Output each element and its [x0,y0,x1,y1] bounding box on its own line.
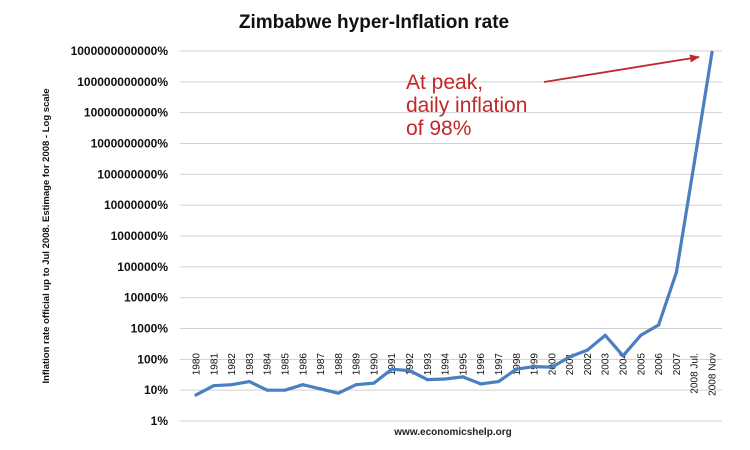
x-tick-label: 2008 Jul. [690,353,701,394]
data-point [318,387,323,391]
data-point [621,354,625,358]
y-axis: 1% 10% 100% 1000% 10000% 100000% 1000000% 10000… [71,44,169,428]
data-point [710,50,714,55]
x-tick-label: 1980 [192,353,203,376]
x-tick-label: 1988 [334,353,345,376]
y-tick-label: 1% [151,414,169,428]
x-tick-label: 2007 [672,353,683,376]
x-tick-label: 1995 [458,353,469,376]
annotation-line-2: daily inflation [406,94,527,117]
x-tick-label: 1991 [387,353,398,376]
annotation-line-1: At peak, [406,71,483,94]
data-point [674,270,679,274]
data-point [229,383,234,387]
gridlines [180,50,722,422]
x-tick-label: 1982 [227,353,238,376]
y-tick-label: 1000000000% [91,137,169,151]
data-point [283,388,287,392]
x-tick-label: 2004 [619,353,630,376]
y-tick-label: 100000% [117,260,168,274]
x-tick-label: 2003 [601,353,612,376]
data-point [639,333,643,337]
data-point [479,382,483,386]
x-tick-label: 1983 [245,353,256,376]
x-tick-label: 1990 [369,353,380,376]
data-point [301,383,305,387]
y-tick-label: 100000000% [97,167,168,181]
data-point [372,381,376,385]
data-point [354,383,358,387]
data-point [657,323,661,327]
x-tick-label: 1998 [512,353,523,376]
y-tick-label: 100000000000% [77,75,168,89]
source-credit: www.economicshelp.org [393,427,511,438]
x-tick-label: 2002 [583,353,594,376]
data-point [265,388,269,392]
x-tick-label: 1999 [530,353,541,376]
data-point [568,355,572,359]
data-point [550,365,554,369]
data-point [407,369,412,373]
chart-title: Zimbabwe hyper-Inflation rate [239,12,509,33]
x-tick-label: 1981 [209,353,220,376]
peak-annotation: At peak, daily inflation of 98% [406,54,700,140]
data-point [692,161,696,165]
x-tick-label: 2005 [636,353,647,376]
data-point [585,348,590,352]
x-tick-label: 2006 [654,353,665,376]
series-line [194,50,714,397]
data-point [194,393,198,397]
y-tick-label: 10000000% [104,198,168,212]
x-tick-label: 1989 [352,353,363,376]
x-tick-label: 1984 [263,353,274,376]
x-tick-label: 1997 [494,353,505,376]
y-tick-label: 1000000% [111,229,169,243]
x-tick-label: 1996 [476,353,487,376]
data-point [425,378,429,382]
data-point [461,375,465,379]
x-tick-label: 1993 [423,353,434,376]
data-point [390,367,394,371]
x-axis: 1980 1981 1982 1983 1984 1985 1986 1987 1988 1989… [192,353,719,396]
y-tick-label: 10000000000% [84,106,168,120]
annotation-arrow [543,54,700,83]
data-point [247,379,251,384]
annotation-line-3: of 98% [406,117,471,140]
series-group [194,50,714,397]
x-tick-label: 1994 [441,353,452,376]
x-tick-label: 1992 [405,353,416,376]
data-point [212,384,216,388]
x-tick-label: 1987 [316,353,327,376]
y-tick-label: 1000000000000% [71,44,169,58]
x-tick-label: 1985 [280,353,291,376]
data-point [496,379,501,384]
y-axis-title: Inflation rate official up to Jul 2008. … [41,88,52,383]
data-point [532,365,536,369]
data-point [443,377,447,381]
y-tick-label: 10000% [124,291,168,305]
y-tick-label: 10% [144,383,168,397]
x-tick-label: 2001 [565,353,576,376]
y-tick-label: 1000% [131,322,169,336]
x-tick-label: 1986 [298,353,309,376]
x-tick-label: 2008 Nov [708,353,719,396]
y-tick-label: 100% [137,352,168,366]
data-point [336,391,340,395]
data-point [603,333,607,337]
data-point [514,367,518,371]
x-tick-label: 2000 [547,353,558,376]
